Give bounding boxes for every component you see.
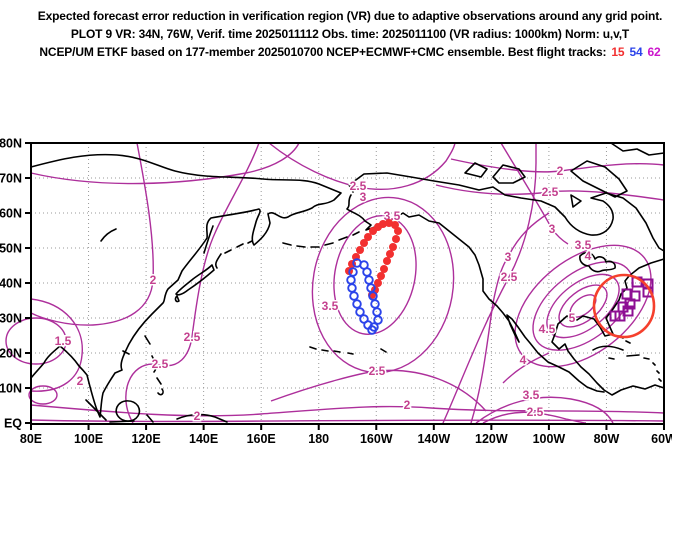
- flight-track-54-blue-circles: [346, 258, 383, 335]
- svg-text:2: 2: [150, 273, 157, 287]
- svg-text:2: 2: [557, 164, 564, 178]
- svg-text:EQ: EQ: [4, 417, 22, 431]
- svg-text:20N: 20N: [0, 347, 22, 361]
- svg-text:2.5: 2.5: [184, 330, 201, 344]
- svg-text:2: 2: [404, 398, 411, 412]
- svg-text:4: 4: [585, 249, 592, 263]
- svg-text:2: 2: [77, 374, 84, 388]
- svg-text:80W: 80W: [594, 432, 620, 443]
- svg-text:3: 3: [505, 250, 512, 264]
- svg-text:160E: 160E: [247, 432, 276, 443]
- svg-text:4.5: 4.5: [539, 322, 556, 336]
- svg-text:140E: 140E: [189, 432, 218, 443]
- svg-text:1.5: 1.5: [55, 334, 72, 348]
- flight-track-id-62: 62: [647, 45, 661, 59]
- svg-text:70N: 70N: [0, 172, 22, 186]
- svg-text:30N: 30N: [0, 312, 22, 326]
- svg-text:60W: 60W: [651, 432, 672, 443]
- svg-text:2.5: 2.5: [369, 364, 386, 378]
- svg-text:180: 180: [308, 432, 329, 443]
- flight-track-15-red-dots: [345, 219, 402, 299]
- x-axis-labels: 80E 100E 120E 140E 160E 180 160W 140W 120W 100W 80…: [20, 432, 672, 443]
- svg-text:100W: 100W: [533, 432, 566, 443]
- verification-region-circle: [592, 273, 656, 339]
- svg-text:5: 5: [569, 311, 576, 325]
- svg-text:3.5: 3.5: [322, 299, 339, 313]
- axis-ticks: [25, 142, 665, 430]
- svg-text:140W: 140W: [417, 432, 450, 443]
- contour-map-canvas: 1.5222.52.522.533.53.52.5232.522.533.545…: [0, 137, 672, 444]
- coastlines: [30, 142, 665, 423]
- flight-track-id-15: 15: [611, 45, 625, 59]
- svg-text:3.5: 3.5: [575, 238, 592, 252]
- svg-text:4: 4: [520, 353, 527, 367]
- svg-text:3: 3: [360, 190, 367, 204]
- svg-text:2.5: 2.5: [501, 270, 518, 284]
- grid-lines: [31, 143, 664, 424]
- title-line-3: NCEP/UM ETKF based on 177-member 2025010…: [0, 43, 700, 61]
- svg-text:3.5: 3.5: [523, 388, 540, 402]
- svg-text:80E: 80E: [20, 432, 42, 443]
- svg-text:50N: 50N: [0, 242, 22, 256]
- title-line-3-text: NCEP/UM ETKF based on 177-member 2025010…: [39, 45, 607, 59]
- svg-text:120E: 120E: [131, 432, 160, 443]
- svg-text:2.5: 2.5: [542, 185, 559, 199]
- flight-track-id-54: 54: [629, 45, 643, 59]
- svg-text:40N: 40N: [0, 277, 22, 291]
- title-line-1: Expected forecast error reduction in ver…: [37, 9, 663, 23]
- svg-text:3: 3: [549, 222, 556, 236]
- svg-text:2.5: 2.5: [152, 357, 169, 371]
- plot-title-block: Expected forecast error reduction in ver…: [0, 7, 700, 61]
- contour-lines: [5, 142, 665, 424]
- y-axis-labels: 80N 70N 60N 50N 40N 30N 20N 10N EQ: [0, 137, 22, 431]
- svg-text:2.5: 2.5: [350, 179, 367, 193]
- svg-text:80N: 80N: [0, 137, 22, 151]
- svg-text:2.5: 2.5: [527, 405, 544, 419]
- svg-text:120W: 120W: [475, 432, 508, 443]
- title-line-2: PLOT 9 VR: 34N, 76W, Verif. time 2025011…: [70, 27, 630, 41]
- svg-text:2: 2: [194, 409, 201, 423]
- svg-text:160W: 160W: [360, 432, 393, 443]
- svg-text:60N: 60N: [0, 207, 22, 221]
- svg-text:100E: 100E: [74, 432, 103, 443]
- svg-text:10N: 10N: [0, 382, 22, 396]
